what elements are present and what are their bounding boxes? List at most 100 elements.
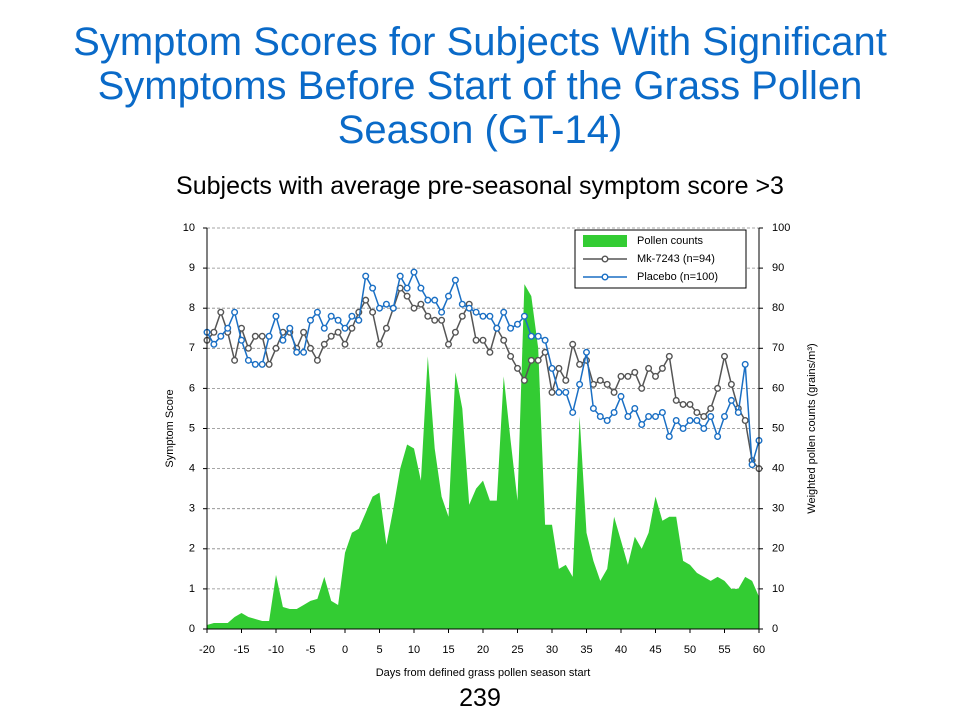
series-marker — [658, 408, 666, 416]
x-tick-label: 20 — [477, 644, 489, 656]
y2-tick-label: 80 — [772, 302, 784, 314]
series-marker — [410, 268, 418, 276]
legend-label: Pollen counts — [637, 235, 704, 247]
x-tick-label: -10 — [268, 644, 284, 656]
series-marker — [500, 336, 508, 344]
series-marker — [576, 360, 584, 368]
series-marker — [320, 324, 328, 332]
x-tick-label: 30 — [546, 644, 558, 656]
series-marker — [507, 324, 515, 332]
legend-label: Placebo (n=100) — [637, 271, 718, 283]
series-marker — [307, 344, 315, 352]
series-marker — [334, 328, 342, 336]
series-marker — [548, 388, 556, 396]
series-marker — [376, 304, 384, 312]
series-line — [206, 270, 760, 465]
series-marker — [396, 272, 404, 280]
series-marker — [693, 416, 701, 424]
series-marker — [624, 372, 632, 380]
series-marker — [244, 356, 252, 364]
series-marker — [721, 412, 729, 420]
series-marker — [251, 332, 259, 340]
series-marker — [638, 384, 646, 392]
series-marker — [465, 304, 473, 312]
y2-tick-label: 90 — [772, 262, 784, 274]
series-marker — [638, 420, 646, 428]
series-marker — [369, 308, 377, 316]
series-marker — [458, 312, 466, 320]
series-marker — [341, 340, 349, 348]
series-marker — [555, 364, 563, 372]
series-marker — [514, 364, 522, 372]
series-marker — [217, 332, 225, 340]
series-marker — [672, 396, 680, 404]
series-marker — [714, 384, 722, 392]
series-marker — [403, 292, 411, 300]
x-tick-label: 50 — [684, 644, 696, 656]
y-tick-label: 6 — [189, 382, 195, 394]
x-tick-label: 25 — [511, 644, 523, 656]
y-tick-label: 0 — [189, 623, 195, 635]
series-marker — [313, 356, 321, 364]
series-marker — [431, 316, 439, 324]
series-marker — [514, 320, 522, 328]
series-marker — [541, 336, 549, 344]
series-marker — [307, 316, 315, 324]
series-marker — [596, 376, 604, 384]
series-marker — [272, 344, 280, 352]
series-marker — [714, 433, 722, 441]
series-marker — [645, 364, 653, 372]
series-marker — [665, 433, 673, 441]
x-tick-label: 40 — [615, 644, 627, 656]
y2-tick-label: 70 — [772, 342, 784, 354]
series-marker — [300, 348, 308, 356]
series-marker — [652, 412, 660, 420]
series-marker — [555, 388, 563, 396]
series-marker — [700, 425, 708, 433]
series-marker — [417, 300, 425, 308]
series-marker — [210, 340, 218, 348]
y2-tick-label: 0 — [772, 623, 778, 635]
series-marker — [693, 408, 701, 416]
series-marker — [569, 408, 577, 416]
page-number: 239 — [459, 684, 501, 712]
x-tick-label: -20 — [199, 644, 215, 656]
series-marker — [727, 396, 735, 404]
legend-label: Mk-7243 (n=94) — [637, 253, 715, 265]
series-marker — [382, 300, 390, 308]
series-marker — [500, 308, 508, 316]
series-marker — [507, 352, 515, 360]
slide-subtitle: Subjects with average pre-seasonal sympt… — [176, 172, 784, 200]
series-marker — [610, 408, 618, 416]
series-marker — [672, 416, 680, 424]
series-marker — [707, 412, 715, 420]
series-marker — [341, 324, 349, 332]
series-marker — [700, 412, 708, 420]
series-marker — [445, 340, 453, 348]
series-marker — [721, 352, 729, 360]
series-marker — [424, 296, 432, 304]
y-tick-label: 10 — [183, 222, 195, 234]
y2-tick-label: 10 — [772, 583, 784, 595]
x-tick-label: 0 — [342, 644, 348, 656]
series-marker — [258, 332, 266, 340]
series-marker — [327, 312, 335, 320]
series-marker — [527, 332, 535, 340]
series-marker — [244, 344, 252, 352]
series-marker — [424, 312, 432, 320]
series-marker — [665, 352, 673, 360]
series-marker — [258, 360, 266, 368]
series-marker — [617, 392, 625, 400]
legend-marker — [601, 273, 609, 281]
legend-swatch — [583, 235, 627, 247]
y2-tick-label: 50 — [772, 422, 784, 434]
series-marker — [431, 296, 439, 304]
series-marker — [355, 316, 363, 324]
series-marker — [313, 308, 321, 316]
series-marker — [520, 312, 528, 320]
x-tick-label: 5 — [376, 644, 382, 656]
series-marker — [707, 404, 715, 412]
series-marker — [231, 356, 239, 364]
series-marker — [231, 308, 239, 316]
